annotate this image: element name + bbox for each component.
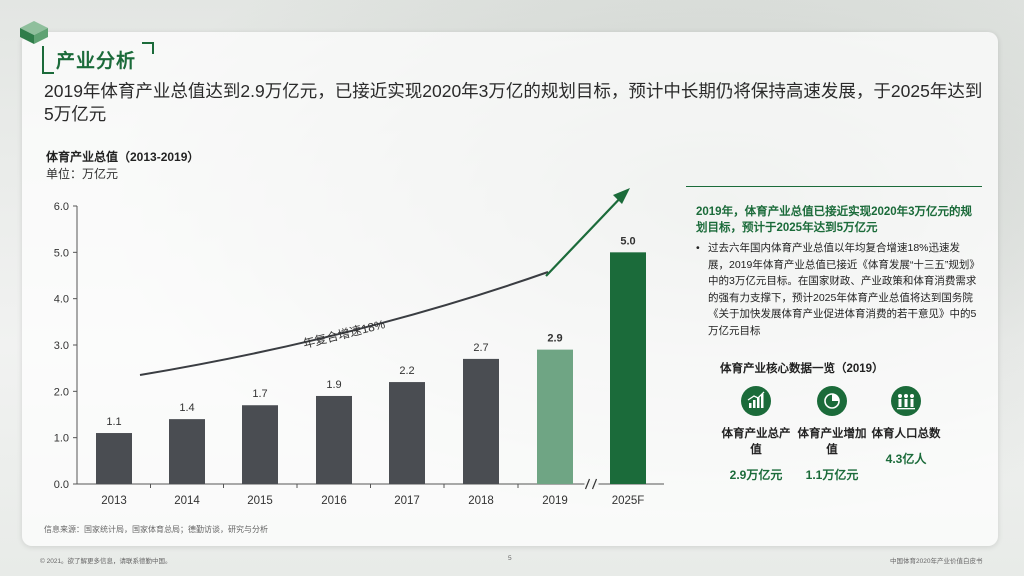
title-bracket-right [142,42,154,54]
bar [316,395,352,484]
section-title: 产业分析 [56,51,137,72]
panel-divider [686,186,982,187]
brand-logo-icon [20,21,48,44]
x-tick-label: 2013 [101,495,127,507]
y-tick-label: 2.0 [54,386,69,398]
people-icon [891,386,921,416]
headline: 2019年体育产业总值达到2.9万亿元，已接近实现2020年3万亿的规划目标，预… [44,81,983,124]
x-tick-label: 2019 [542,495,568,507]
axis-break-mark [584,478,591,490]
metric-label: 体育产业总产值 [721,428,791,456]
chart-unit: 单位：万亿元 [46,167,119,181]
title-bracket-left [42,46,54,74]
bar-value-label: 1.4 [179,402,194,414]
bar [96,433,132,484]
metric-label: 体育产业增加值 [797,428,867,456]
x-tick-label: 2017 [394,495,420,507]
bar [169,419,205,484]
page-number: 5 [508,555,512,562]
summary-panel: 2019年，体育产业总值已接近实现2020年3万亿元的规划目标，预计于2025年… [686,186,982,494]
bar-value-label: 5.0 [620,235,635,247]
metric-total-output: 体育产业总产值 2.9万亿元 [720,386,792,483]
bar [463,358,499,484]
bar-value-label: 2.7 [473,342,488,354]
growth-arrow-head [613,188,630,204]
x-tick-label: 2014 [174,495,200,507]
bar-value-label: 1.7 [252,388,267,400]
footer-report-title: 中国体育2020年产业价值白皮书 [890,558,983,565]
metric-label: 体育人口总数 [871,428,941,440]
y-tick-label: 5.0 [54,247,69,259]
bar-value-label: 1.9 [326,379,341,391]
axis-break-mark [591,478,598,490]
footer-copyright: © 2021。欲了解更多信息，请联系德勤中国。 [40,558,172,565]
bar-value-label: 2.9 [547,333,562,345]
chart-title: 体育产业总值（2013-2019） [46,150,200,164]
panel-heading: 2019年，体育产业总值已接近实现2020年3万亿元的规划目标，预计于2025年… [696,206,973,234]
bar [537,349,573,484]
x-tick-label: 2018 [468,495,494,507]
y-tick-label: 4.0 [54,294,69,306]
metric-sports-population: 体育人口总数 4.3亿人 [870,386,942,467]
x-tick-label: 2016 [321,495,347,507]
bullet-mark: • [696,242,700,254]
bar-value-label: 1.1 [106,416,121,428]
bar-chart: 0.0 1.0 2.0 3.0 4.0 5.0 6.0 1.1 2013 1.4 2014 1.7 20… [54,188,664,507]
pie-chart-icon [817,386,847,416]
axis-break-gap [584,481,599,487]
x-tick-label: 2025F [612,495,645,507]
core-data-title: 体育产业核心数据一览（2019） [720,363,884,375]
metric-value-added: 体育产业增加值 1.1万亿元 [796,386,868,483]
y-tick-label: 0.0 [54,479,69,491]
bar [610,252,646,484]
y-tick-label: 3.0 [54,340,69,352]
metric-value: 1.1万亿元 [805,468,859,482]
y-tick-label: 6.0 [54,201,69,213]
bar-value-label: 2.2 [399,365,414,377]
y-tick-label: 1.0 [54,433,69,445]
growth-arrow-line [545,191,627,277]
bullet-text: 过去六年国内体育产业总值以年均复合增速18%迅速发展，2019年体育产业总值已接… [708,242,980,337]
growth-curve [139,271,549,376]
bar [389,382,425,484]
metric-value: 2.9万亿元 [729,468,783,482]
bar [242,405,278,484]
growth-chart-icon [741,386,771,416]
x-tick-label: 2015 [247,495,273,507]
growth-annotation: 年复合增速18% [301,316,386,351]
source-note: 信息来源：国家统计局，国家体育总局；德勤访谈，研究与分析 [44,525,268,534]
metric-value: 4.3亿人 [885,452,927,466]
